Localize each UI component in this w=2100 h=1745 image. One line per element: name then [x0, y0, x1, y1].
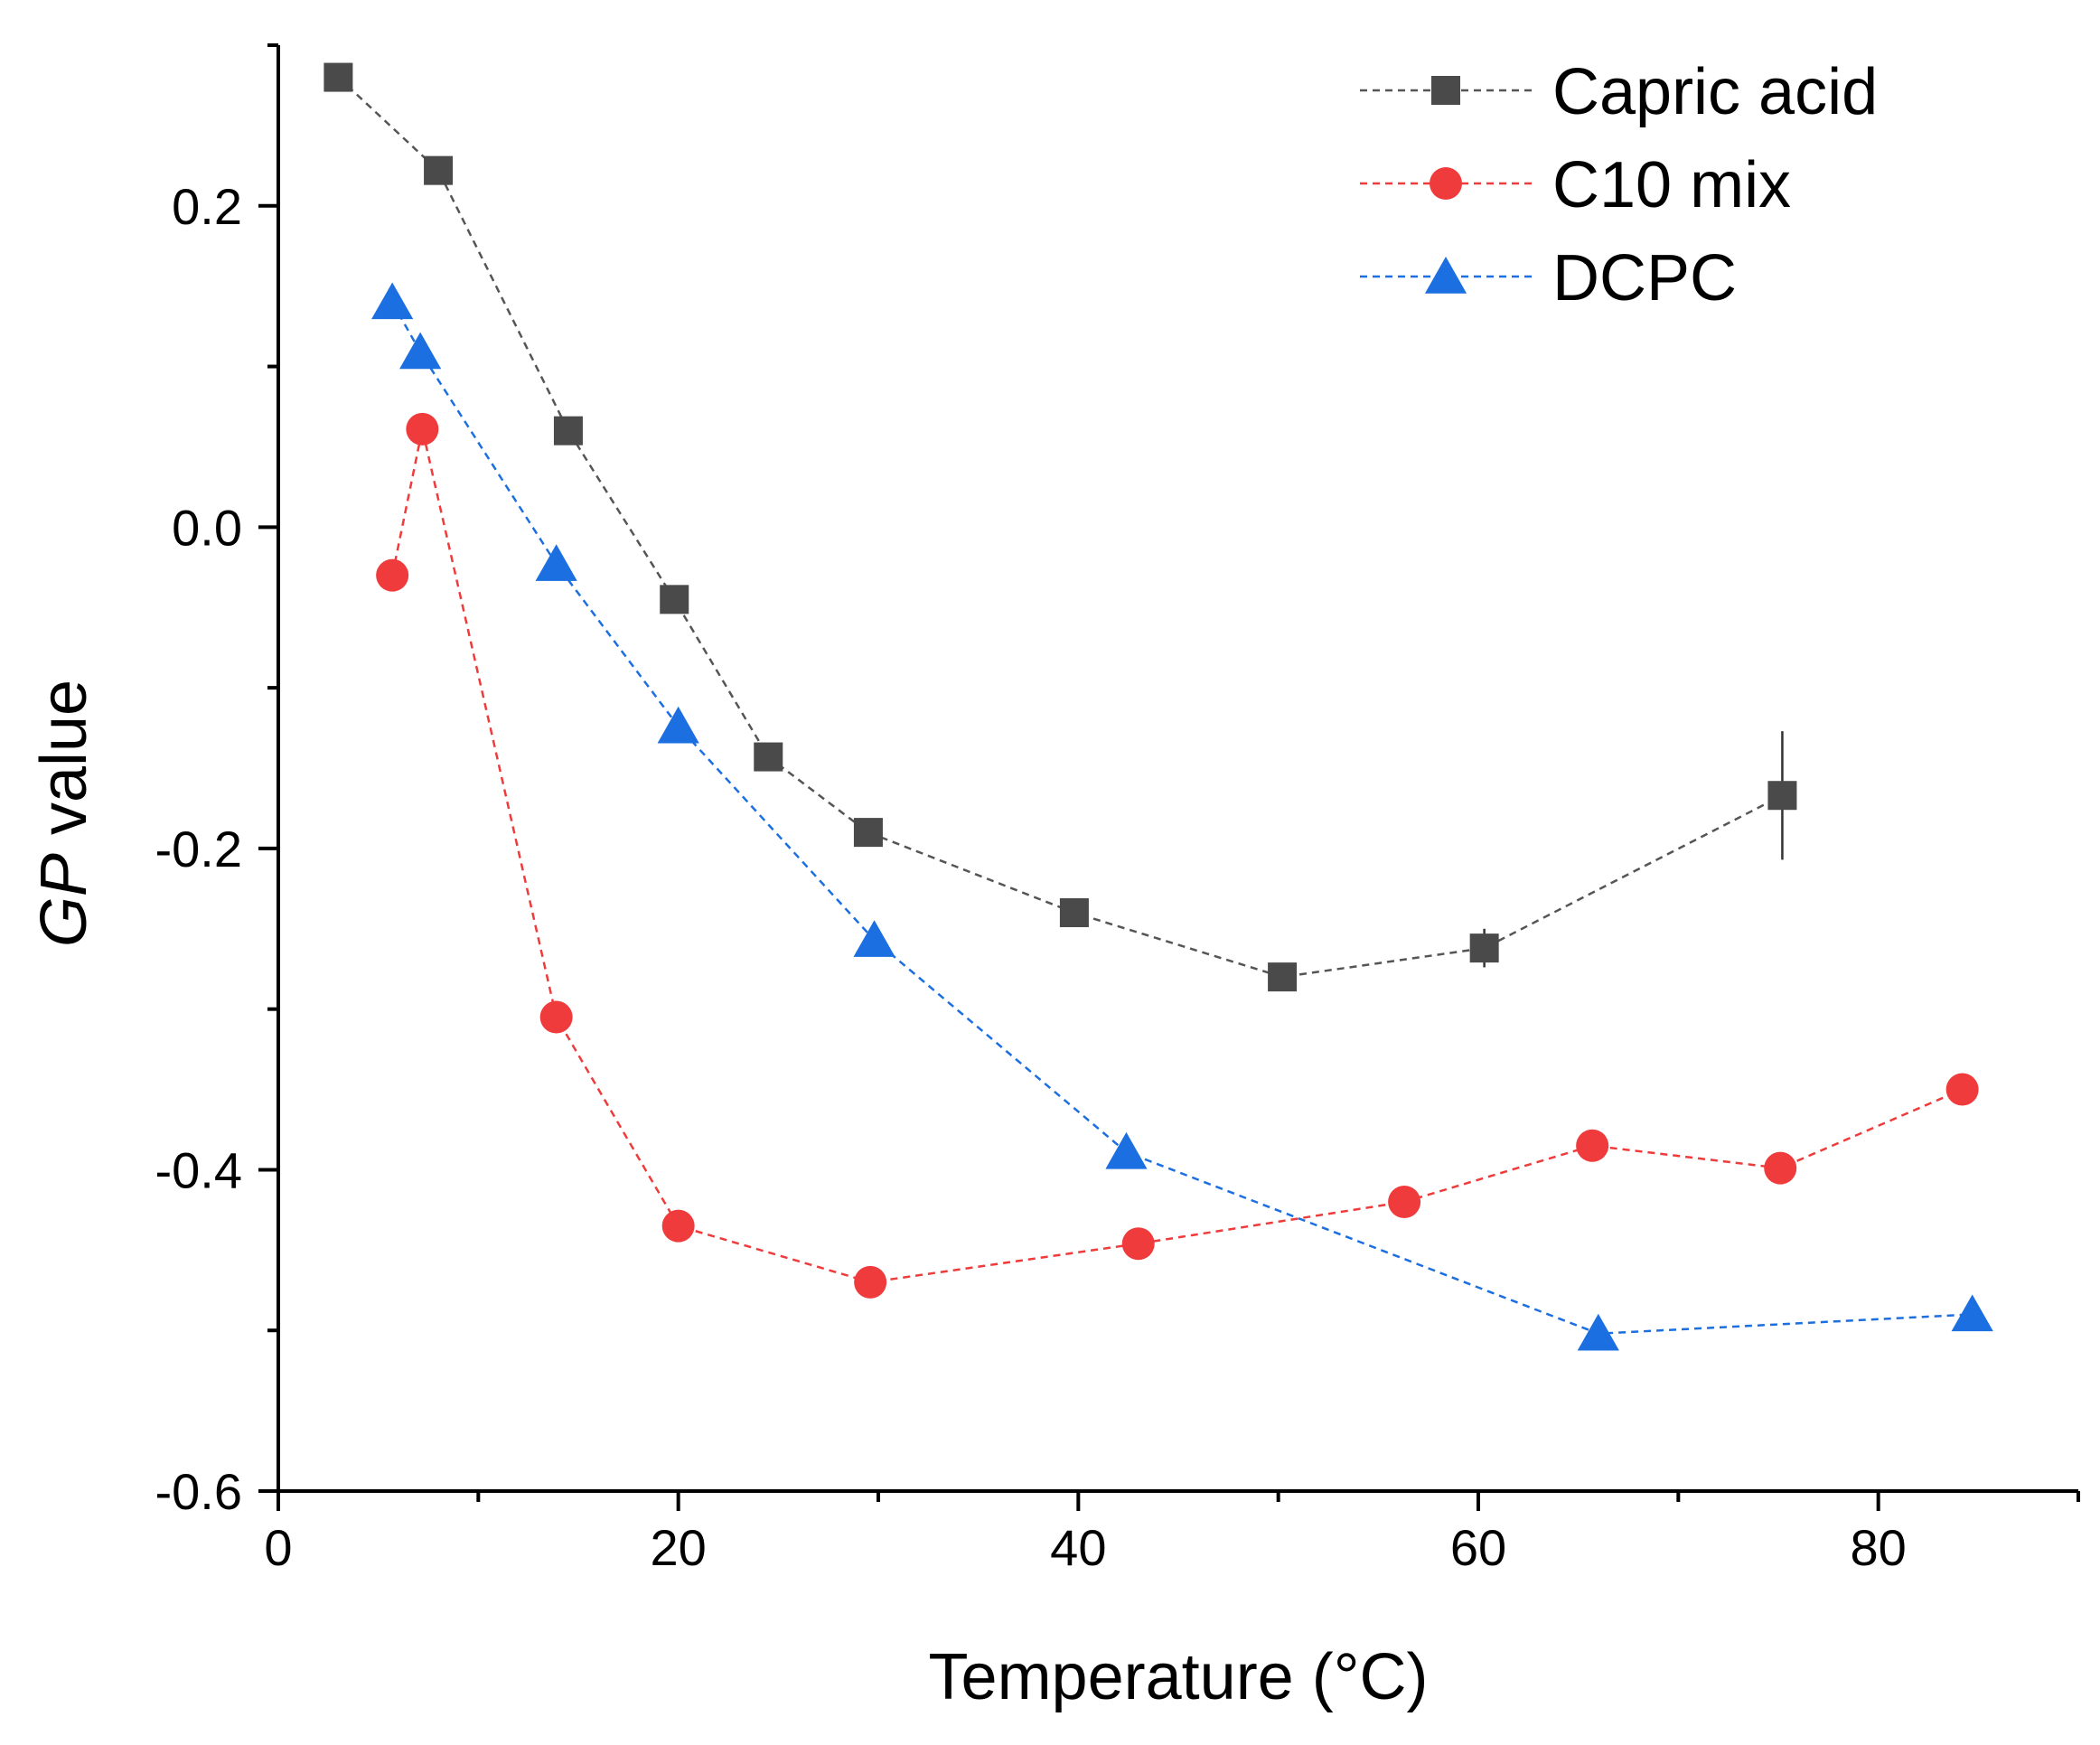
y-tick-label: -0.4 [155, 1141, 243, 1198]
y-axis-title-rest: value [28, 680, 100, 853]
data-point-c10-mix [1121, 1227, 1155, 1261]
data-point-capric-acid [323, 62, 353, 92]
data-point-c10-mix [376, 558, 409, 592]
data-point-capric-acid [1059, 898, 1089, 927]
data-point-capric-acid [1268, 962, 1298, 992]
data-point-c10-mix [661, 1209, 695, 1243]
data-point-c10-mix [1945, 1073, 1979, 1106]
data-point-dcpc [657, 706, 699, 744]
y-axis-title-italic: GP [28, 853, 100, 947]
x-tick-label: 0 [264, 1519, 292, 1576]
series-line-c10-mix [390, 428, 1964, 1284]
x-tick-label: 80 [1851, 1519, 1907, 1576]
y-axis-title: GP value [28, 680, 100, 947]
series-layer [323, 62, 1993, 1351]
legend-label-c10-mix: C10 mix [1552, 149, 1791, 221]
data-point-c10-mix [1576, 1129, 1609, 1162]
data-point-capric-acid [660, 585, 689, 615]
series-line-dcpc [391, 301, 1973, 1336]
legend-marker-dcpc [1424, 257, 1467, 294]
data-point-c10-mix [406, 412, 439, 446]
legend-label-capric-acid: Capric acid [1552, 56, 1878, 128]
data-point-dcpc [399, 332, 442, 370]
data-point-dcpc [853, 920, 895, 957]
y-tick-label: -0.2 [155, 821, 243, 877]
series-dcpc [371, 282, 1993, 1351]
data-point-dcpc [1951, 1294, 1993, 1332]
data-point-dcpc [535, 544, 577, 581]
y-tick-label: 0.0 [172, 499, 242, 556]
data-point-capric-acid [853, 818, 883, 848]
y-tick-label: 0.2 [172, 178, 242, 235]
data-point-c10-mix [539, 1000, 573, 1034]
x-tick-label: 20 [651, 1519, 707, 1576]
data-point-capric-acid [1469, 933, 1499, 963]
data-point-capric-acid [754, 742, 783, 772]
data-point-c10-mix [1388, 1186, 1421, 1218]
x-tick-label: 60 [1450, 1519, 1506, 1576]
y-tick-label: -0.6 [155, 1463, 243, 1520]
data-point-dcpc [1105, 1131, 1148, 1169]
data-point-capric-acid [424, 155, 454, 185]
data-point-dcpc [371, 282, 414, 320]
data-point-capric-acid [553, 416, 583, 446]
legend-label-dcpc: DCPC [1552, 242, 1737, 314]
series-capric-acid [323, 62, 1797, 992]
series-c10-mix [376, 412, 1979, 1299]
data-point-dcpc [1577, 1313, 1619, 1351]
legend-marker-c10-mix [1430, 167, 1462, 200]
x-tick-label: 40 [1050, 1519, 1106, 1576]
data-point-c10-mix [1764, 1151, 1797, 1185]
axes: 0 20 40 60 80 -0.6 -0.4 -0.2 0.0 0.2 [155, 43, 2080, 1576]
legend: Capric acid C10 mix DCPC [1360, 56, 1878, 314]
data-point-capric-acid [1767, 781, 1797, 811]
data-point-c10-mix [854, 1265, 887, 1299]
series-line-capric-acid [337, 76, 1783, 979]
x-axis-title: Temperature (°C) [929, 1641, 1429, 1713]
legend-marker-capric-acid [1431, 76, 1460, 105]
